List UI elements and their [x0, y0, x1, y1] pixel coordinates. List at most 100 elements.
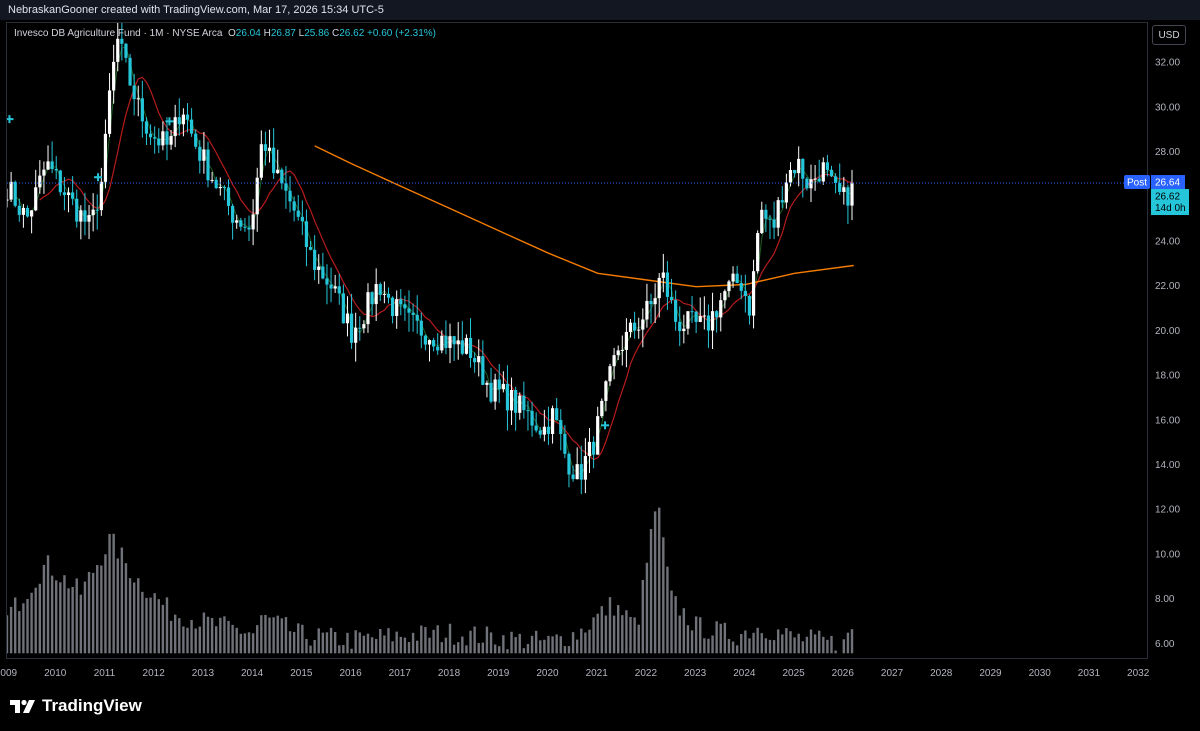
candle [743, 274, 747, 313]
volume-bar [165, 597, 169, 654]
volume-bar [284, 617, 288, 654]
volume-bar [227, 620, 230, 654]
candle [153, 126, 157, 154]
candle [124, 42, 128, 63]
candle [407, 290, 411, 332]
volume-bar [210, 617, 214, 654]
volume-bar [18, 611, 21, 654]
volume-bar [715, 621, 718, 654]
candle [489, 367, 493, 404]
volume-bar [723, 622, 727, 654]
candle [678, 306, 682, 347]
volume-bar [465, 645, 468, 654]
candle [596, 406, 600, 455]
candle [103, 119, 108, 189]
volume-bar [141, 591, 144, 654]
chart-pane[interactable] [6, 22, 1149, 660]
candle [706, 304, 711, 348]
volume-bar [608, 597, 612, 654]
candle [571, 465, 575, 482]
candle [218, 177, 222, 196]
candle [140, 80, 144, 138]
volume-bar [760, 633, 763, 654]
volume-bar [785, 628, 788, 654]
volume-bar [567, 646, 571, 654]
volume-bar [822, 636, 825, 654]
candle [415, 295, 419, 334]
signal-markers [7, 115, 610, 430]
candle [497, 364, 501, 403]
volume-bar [584, 632, 587, 654]
volume-bar [649, 529, 653, 654]
volume-bar [182, 626, 185, 654]
candle [473, 352, 477, 373]
candle [801, 158, 805, 198]
volume-bar [776, 629, 780, 654]
volume-bar [727, 638, 731, 654]
candle [559, 409, 563, 451]
candle [317, 254, 321, 284]
candle [518, 392, 522, 420]
volume-bar [850, 629, 854, 654]
volume-bar [510, 631, 513, 654]
volume-bar [346, 632, 349, 654]
candle [719, 292, 723, 332]
volume-bar [801, 641, 804, 654]
volume-bar [407, 642, 411, 654]
volume-bar [395, 631, 398, 654]
volume-bar [161, 604, 165, 654]
volume-bar [268, 617, 271, 654]
volume-bar [272, 617, 275, 654]
candle [66, 187, 71, 213]
candle [107, 73, 112, 138]
volume-bar [280, 618, 284, 654]
candle [448, 323, 452, 364]
volume-bar [830, 635, 833, 654]
volume-bar [104, 554, 107, 654]
volume-bar [616, 605, 620, 654]
volume-bar [206, 616, 210, 654]
x-tick-label: 2015 [290, 668, 313, 679]
volume-bar [79, 594, 83, 654]
volume-bar [481, 642, 485, 654]
candle [177, 98, 181, 136]
low-label: L [298, 28, 305, 39]
candle [477, 339, 481, 377]
candle [329, 267, 333, 303]
volume-bar [469, 630, 472, 654]
candle [583, 438, 587, 494]
currency-button[interactable]: USD [1152, 25, 1186, 45]
candle [436, 333, 440, 355]
volume-bar [338, 645, 341, 654]
volume-bar [498, 646, 501, 654]
tradingview-logo[interactable]: TradingView [10, 696, 142, 716]
volume-bar [186, 627, 189, 654]
volume-bar [157, 599, 160, 654]
candle [370, 291, 374, 316]
open-value: 26.04 [235, 28, 261, 39]
candle [58, 169, 62, 196]
candle [267, 129, 272, 163]
volume-bar [502, 635, 505, 654]
candle [829, 165, 834, 178]
x-tick-label: 2010 [44, 668, 67, 679]
volume-bar [387, 628, 390, 654]
candle [132, 73, 136, 116]
candle [206, 141, 210, 188]
volume-bar [703, 638, 706, 654]
x-tick-label: 2022 [635, 668, 658, 679]
y-tick-label: 14.00 [1155, 460, 1180, 471]
volume-bar [682, 608, 686, 654]
volume-bar [686, 625, 690, 654]
candle [148, 124, 153, 145]
high-label: H [263, 28, 271, 39]
candle [198, 140, 202, 174]
candle [300, 200, 304, 236]
volume-bar [329, 627, 333, 654]
price-chart[interactable] [7, 23, 1149, 660]
volume-bar [116, 558, 119, 654]
candle [452, 335, 456, 361]
volume-bar [243, 633, 247, 654]
candle [563, 425, 567, 459]
